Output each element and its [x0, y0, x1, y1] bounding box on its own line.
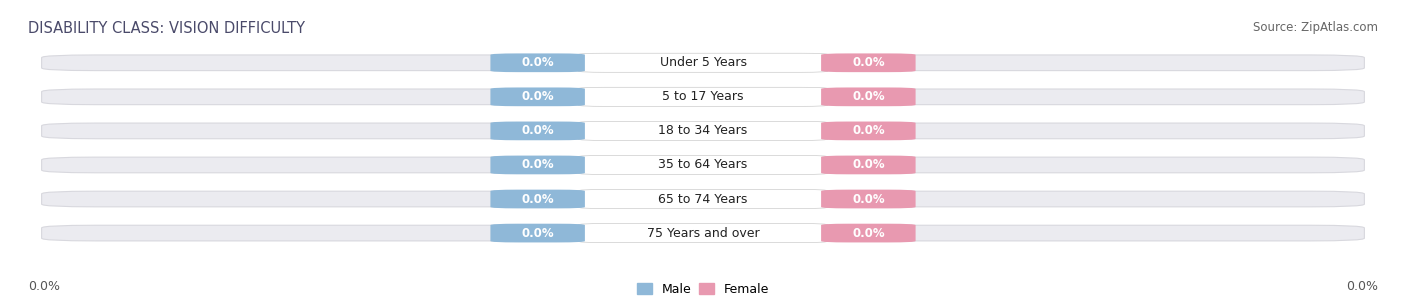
FancyBboxPatch shape	[578, 189, 828, 209]
Text: 0.0%: 0.0%	[852, 227, 884, 239]
FancyBboxPatch shape	[42, 225, 1364, 241]
Text: 0.0%: 0.0%	[522, 90, 554, 103]
Text: 18 to 34 Years: 18 to 34 Years	[658, 124, 748, 137]
FancyBboxPatch shape	[821, 88, 915, 106]
Text: 65 to 74 Years: 65 to 74 Years	[658, 192, 748, 206]
Text: 75 Years and over: 75 Years and over	[647, 227, 759, 239]
FancyBboxPatch shape	[821, 156, 915, 174]
FancyBboxPatch shape	[821, 190, 915, 208]
Text: 0.0%: 0.0%	[852, 90, 884, 103]
FancyBboxPatch shape	[491, 156, 585, 174]
Text: 0.0%: 0.0%	[852, 192, 884, 206]
Text: 0.0%: 0.0%	[1346, 280, 1378, 293]
Legend: Male, Female: Male, Female	[637, 283, 769, 296]
Text: 0.0%: 0.0%	[852, 159, 884, 171]
FancyBboxPatch shape	[42, 191, 1364, 207]
FancyBboxPatch shape	[578, 87, 828, 106]
Text: 0.0%: 0.0%	[522, 192, 554, 206]
FancyBboxPatch shape	[491, 121, 585, 140]
Text: 5 to 17 Years: 5 to 17 Years	[662, 90, 744, 103]
FancyBboxPatch shape	[821, 121, 915, 140]
Text: 0.0%: 0.0%	[522, 159, 554, 171]
FancyBboxPatch shape	[821, 224, 915, 242]
FancyBboxPatch shape	[578, 53, 828, 72]
FancyBboxPatch shape	[491, 224, 585, 242]
FancyBboxPatch shape	[578, 224, 828, 242]
FancyBboxPatch shape	[42, 89, 1364, 105]
Text: Under 5 Years: Under 5 Years	[659, 56, 747, 69]
Text: 0.0%: 0.0%	[522, 227, 554, 239]
FancyBboxPatch shape	[578, 121, 828, 140]
FancyBboxPatch shape	[491, 190, 585, 208]
Text: 0.0%: 0.0%	[28, 280, 60, 293]
FancyBboxPatch shape	[491, 53, 585, 72]
FancyBboxPatch shape	[578, 156, 828, 174]
FancyBboxPatch shape	[491, 88, 585, 106]
FancyBboxPatch shape	[821, 53, 915, 72]
Text: 0.0%: 0.0%	[852, 124, 884, 137]
Text: Source: ZipAtlas.com: Source: ZipAtlas.com	[1253, 21, 1378, 34]
Text: 0.0%: 0.0%	[522, 124, 554, 137]
Text: 0.0%: 0.0%	[522, 56, 554, 69]
FancyBboxPatch shape	[42, 55, 1364, 71]
FancyBboxPatch shape	[42, 157, 1364, 173]
Text: 0.0%: 0.0%	[852, 56, 884, 69]
FancyBboxPatch shape	[42, 123, 1364, 139]
Text: DISABILITY CLASS: VISION DIFFICULTY: DISABILITY CLASS: VISION DIFFICULTY	[28, 21, 305, 36]
Text: 35 to 64 Years: 35 to 64 Years	[658, 159, 748, 171]
